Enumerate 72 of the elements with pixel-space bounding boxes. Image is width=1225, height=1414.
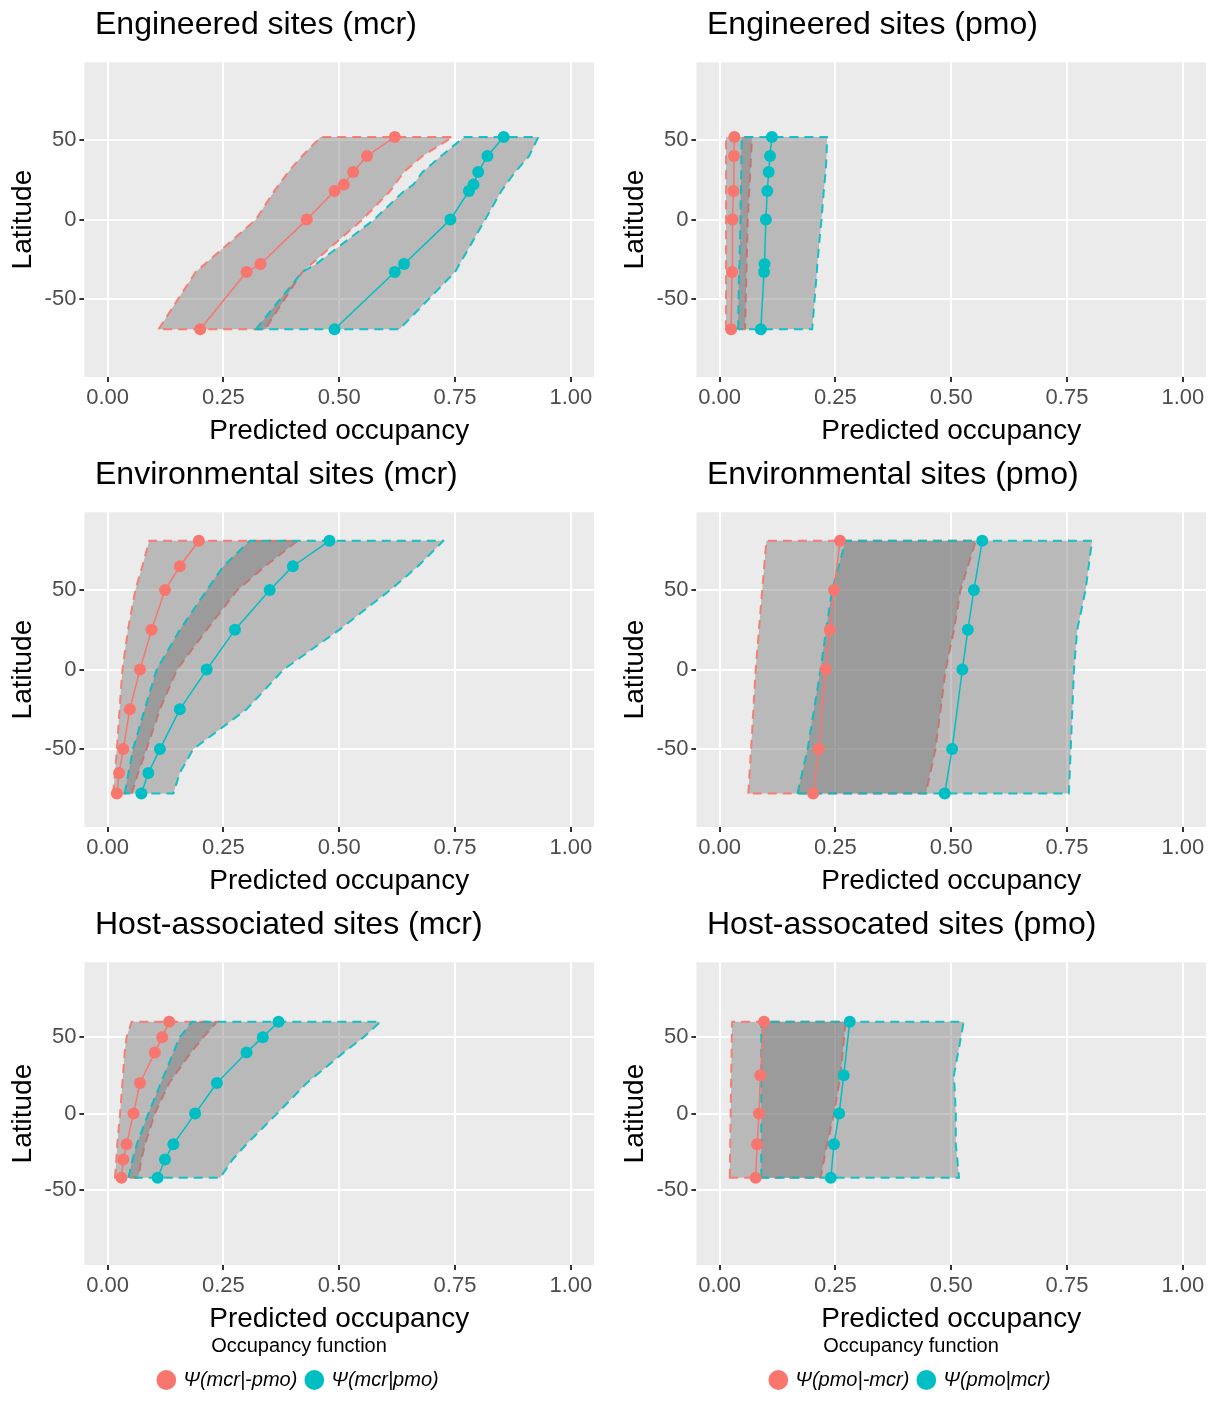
y-axis-title: Latitude [5,169,37,270]
x-tick-label: 0.25 [201,384,245,410]
chart-title: Host-assocated sites (pmo) [706,904,1098,943]
x-tick-label: 0.75 [433,1272,477,1298]
x-tick-label: 0.00 [698,1272,741,1298]
y-tick-label: -50 [656,735,689,761]
x-tick-label: 0.75 [1045,834,1089,860]
x-tick-label: 0.50 [317,834,361,860]
y-tick-label: -50 [44,285,77,311]
chart-title: Engineered sites (pmo) [706,4,1039,43]
x-tick-label: 0.50 [317,384,361,410]
y-axis-title: Latitude [5,619,37,720]
x-tick-label: 1.00 [1161,384,1205,410]
y-tick-label: 50 [663,576,689,602]
x-tick-label: 1.00 [1161,1272,1205,1298]
y-tick-label: 0 [676,655,689,681]
legend-title: Occupancy function [823,1333,999,1356]
legend-label: Ψ(pmo|-mcr) [795,1367,910,1390]
y-tick-label: 50 [51,1023,77,1049]
x-tick-label: 0.75 [1045,384,1089,410]
x-axis-title: Predicted occupancy [821,1301,1082,1333]
x-tick-label: 0.25 [201,834,245,860]
x-tick-label: 0.00 [698,834,741,860]
x-tick-label: 0.75 [433,384,477,410]
x-tick-label: 1.00 [549,384,593,410]
x-tick-label: 1.00 [1161,834,1205,860]
x-tick-label: 0.00 [86,834,129,860]
x-tick-label: 1.00 [549,1272,593,1298]
y-tick-label: 0 [676,205,689,231]
x-axis-title: Predicted occupancy [209,413,470,445]
x-tick-label: 0.00 [86,1272,129,1298]
x-axis-title: Predicted occupancy [821,863,1082,895]
x-axis-title: Predicted occupancy [209,1301,470,1333]
legend-label: Ψ(mcr|pmo) [331,1367,439,1390]
y-tick-label: 50 [663,1023,689,1049]
legend-title: Occupancy function [211,1333,387,1356]
y-axis-title: Latitude [617,1063,649,1164]
x-tick-label: 0.00 [698,384,741,410]
legend-label: Ψ(pmo|mcr) [943,1367,1051,1390]
y-tick-label: 50 [663,126,689,152]
y-tick-label: 50 [51,126,77,152]
chart-title: Host-associated sites (mcr) [94,904,484,943]
legend-label: Ψ(mcr|-pmo) [183,1367,298,1390]
x-tick-label: 0.50 [929,384,973,410]
x-tick-label: 0.50 [929,1272,973,1298]
x-tick-label: 0.50 [929,834,973,860]
x-tick-label: 0.00 [86,384,129,410]
chart-title: Environmental sites (pmo) [706,454,1080,493]
y-tick-label: 50 [51,576,77,602]
y-tick-label: 0 [64,205,77,231]
y-tick-label: -50 [656,1176,689,1202]
x-tick-label: 1.00 [549,834,593,860]
x-tick-label: 0.25 [813,1272,857,1298]
chart-title: Environmental sites (mcr) [94,454,459,493]
y-axis-title: Latitude [617,169,649,270]
x-tick-label: 0.25 [813,384,857,410]
y-tick-label: 0 [64,1099,77,1125]
x-tick-label: 0.50 [317,1272,361,1298]
y-axis-title: Latitude [5,1063,37,1164]
x-tick-label: 0.25 [201,1272,245,1298]
x-tick-label: 0.25 [813,834,857,860]
x-tick-label: 0.75 [433,834,477,860]
x-axis-title: Predicted occupancy [821,413,1082,445]
y-tick-label: 0 [64,655,77,681]
chart-title: Engineered sites (mcr) [94,4,418,43]
y-axis-title: Latitude [617,619,649,720]
y-tick-label: -50 [44,1176,77,1202]
x-axis-title: Predicted occupancy [209,863,470,895]
y-tick-label: 0 [676,1099,689,1125]
y-tick-label: -50 [44,735,77,761]
x-tick-label: 0.75 [1045,1272,1089,1298]
y-tick-label: -50 [656,285,689,311]
